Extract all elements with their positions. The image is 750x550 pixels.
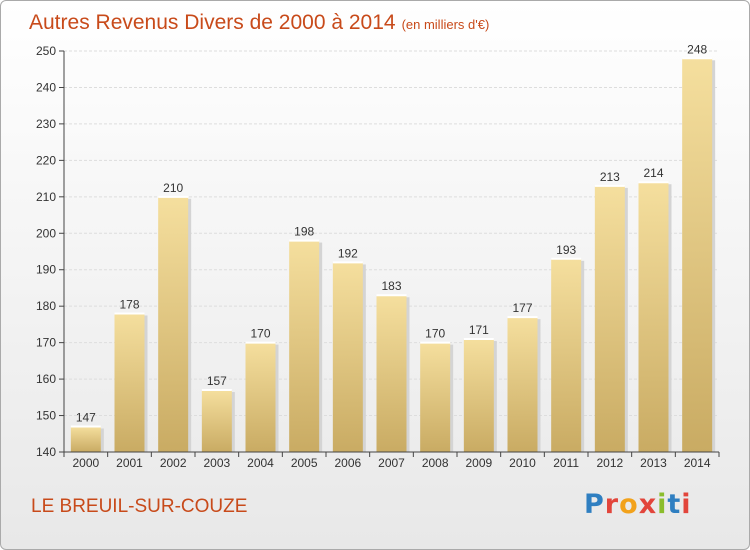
data-label: 198 [294,225,314,239]
y-tick-label: 160 [36,372,56,386]
x-tick-label: 2012 [596,456,623,470]
x-tick-label: 2010 [509,456,536,470]
bar [245,342,276,452]
data-label: 171 [469,323,489,337]
data-label: 214 [643,166,663,180]
bar [201,390,232,452]
y-tick-label: 250 [36,44,56,58]
x-tick-label: 2000 [72,456,99,470]
data-label: 147 [76,410,96,424]
bar [420,342,451,452]
bar [114,313,145,452]
bar [158,196,189,452]
proxiti-logo: Proxiti [584,489,692,520]
bar [70,426,101,452]
chart-subtitle: (en milliers d'€) [401,17,490,32]
data-label: 157 [207,374,227,388]
data-label: 213 [600,170,620,184]
x-tick-label: 2002 [160,456,187,470]
x-tick-label: 2014 [684,456,711,470]
data-label: 192 [338,246,358,260]
data-label: 210 [163,181,183,195]
bar [594,185,625,452]
y-tick-label: 210 [36,190,56,204]
y-tick-label: 200 [36,226,56,240]
data-label: 248 [687,42,707,56]
chart-title: Autres Revenus Divers de 2000 à 2014 (en … [29,11,489,35]
y-tick-label: 180 [36,299,56,313]
y-tick-label: 240 [36,80,56,94]
y-tick-label: 190 [36,263,56,277]
y-tick-label: 220 [36,153,56,167]
bar [289,240,320,452]
x-tick-label: 2006 [334,456,361,470]
x-tick-label: 2008 [422,456,449,470]
bar [463,338,494,452]
x-tick-label: 2007 [378,456,405,470]
bar [507,317,538,452]
bar [682,58,713,453]
y-tick-label: 150 [36,409,56,423]
x-tick-label: 2003 [203,456,230,470]
x-tick-label: 2011 [553,456,579,470]
data-label: 193 [556,243,576,257]
y-tick-label: 140 [36,445,56,459]
data-label: 170 [250,327,270,341]
x-tick-label: 2009 [465,456,492,470]
bar [638,182,669,452]
data-label: 170 [425,327,445,341]
x-tick-label: 2013 [640,456,667,470]
bar [376,295,407,452]
x-tick-label: 2005 [291,456,318,470]
x-tick-label: 2001 [116,456,143,470]
y-tick-label: 170 [36,336,56,350]
data-label: 177 [512,301,532,315]
data-label: 178 [119,297,139,311]
bar [332,262,363,452]
data-label: 183 [381,279,401,293]
chart-title-text: Autres Revenus Divers de 2000 à 2014 [29,11,396,34]
y-tick-label: 230 [36,117,56,131]
place-name: LE BREUIL-SUR-COUZE [31,496,248,517]
x-tick-label: 2004 [247,456,274,470]
bar [551,258,582,452]
